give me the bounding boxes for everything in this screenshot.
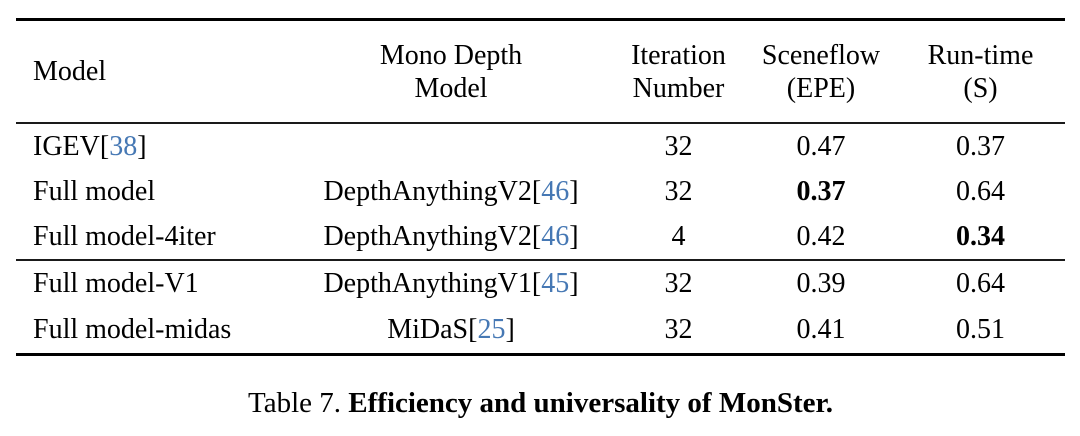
- epe-cell: 0.39: [796, 268, 846, 299]
- citation-link[interactable]: 46: [541, 175, 570, 207]
- citation-link[interactable]: 25: [477, 314, 506, 345]
- mono-model-name: DepthAnythingV1: [323, 268, 532, 299]
- runtime-cell: 0.34: [956, 220, 1005, 252]
- header-line: Mono Depth: [379, 39, 523, 71]
- citation-bracket-open: [: [531, 175, 542, 207]
- mono-depth-cell: DepthAnythingV2[46]: [291, 176, 611, 208]
- table-bottom-rule: [16, 353, 1065, 356]
- citation-bracket-open: [: [531, 268, 542, 299]
- epe-cell: 0.47: [796, 130, 846, 162]
- citation-bracket-close: ]: [569, 220, 579, 252]
- model-cell: Full model-midas: [33, 314, 232, 345]
- citation-link[interactable]: 45: [541, 268, 570, 299]
- citation-bracket-close: ]: [137, 130, 147, 162]
- header-runtime-s: Run-time (S): [896, 39, 1065, 105]
- epe-cell: 0.41: [796, 314, 846, 345]
- mono-depth-cell: DepthAnythingV1[45]: [291, 268, 611, 300]
- table-caption: Table 7. Efficiency and universality of …: [16, 387, 1065, 419]
- results-table: Model Mono Depth Model Iteration Number …: [16, 18, 1065, 419]
- iteration-cell: 32: [664, 314, 693, 345]
- iteration-cell: 32: [664, 175, 693, 207]
- mono-model-name: MiDaS: [387, 314, 469, 345]
- header-line: Model: [414, 72, 488, 104]
- citation-link[interactable]: 46: [541, 220, 570, 252]
- runtime-cell: 0.51: [956, 314, 1005, 345]
- header-separator-rule: [16, 122, 1065, 124]
- header-iteration-number: Iteration Number: [611, 39, 746, 105]
- header-line: (EPE): [786, 72, 856, 104]
- table-row: Full model-V1 DepthAnythingV1[45] 32 0.3…: [16, 261, 1065, 307]
- citation-bracket-close: ]: [569, 175, 579, 207]
- mono-model-name: DepthAnythingV2: [323, 175, 532, 207]
- mid-separator-rule: [16, 259, 1065, 261]
- header-line: (S): [963, 72, 998, 104]
- table-body-top-block: IGEV[38] 32 0.47 0.37 Full model DepthAn…: [16, 124, 1065, 259]
- header-line: Run-time: [927, 39, 1034, 71]
- caption-label: Table 7.: [248, 387, 342, 419]
- mono-depth-cell: DepthAnythingV2[46]: [291, 221, 611, 253]
- caption-title: Efficiency and universality of MonSter.: [348, 387, 833, 419]
- model-cell: Full model-V1: [33, 268, 199, 299]
- citation-bracket-open: [: [468, 314, 478, 345]
- header-mono-depth-model: Mono Depth Model: [291, 39, 611, 105]
- citation-link[interactable]: 38: [109, 130, 138, 162]
- mono-model-name: DepthAnythingV2: [323, 220, 532, 252]
- header-line: Sceneflow: [761, 39, 881, 71]
- citation-bracket-open: [: [99, 130, 110, 162]
- table-row: Full model DepthAnythingV2[46] 32 0.37 0…: [16, 169, 1065, 214]
- header-sceneflow-epe: Sceneflow (EPE): [746, 39, 896, 105]
- table-row: Full model-4iter DepthAnythingV2[46] 4 0…: [16, 214, 1065, 259]
- model-cell: IGEV[38]: [16, 131, 291, 163]
- iteration-cell: 32: [664, 268, 693, 299]
- table-top-rule: [16, 18, 1065, 21]
- model-name: IGEV: [33, 130, 100, 162]
- header-line: Number: [632, 72, 725, 104]
- epe-cell: 0.37: [796, 175, 846, 207]
- header-line: Iteration: [631, 39, 726, 71]
- citation-bracket-open: [: [531, 220, 542, 252]
- epe-cell: 0.42: [796, 220, 846, 252]
- header-model: Model: [33, 56, 107, 87]
- table-row: Full model-midas MiDaS[25] 32 0.41 0.51: [16, 307, 1065, 353]
- citation-bracket-close: ]: [505, 314, 515, 345]
- runtime-cell: 0.37: [956, 130, 1005, 162]
- model-cell: Full model-4iter: [33, 220, 216, 252]
- runtime-cell: 0.64: [956, 175, 1005, 207]
- table-header-row: Model Mono Depth Model Iteration Number …: [16, 21, 1065, 122]
- mono-depth-cell: MiDaS[25]: [291, 314, 611, 346]
- model-cell: Full model: [33, 175, 156, 207]
- iteration-cell: 32: [664, 130, 693, 162]
- runtime-cell: 0.64: [956, 268, 1005, 299]
- table-body-bottom-block: Full model-V1 DepthAnythingV1[45] 32 0.3…: [16, 261, 1065, 353]
- iteration-cell: 4: [671, 220, 686, 252]
- table-row: IGEV[38] 32 0.47 0.37: [16, 124, 1065, 169]
- citation-bracket-close: ]: [569, 268, 579, 299]
